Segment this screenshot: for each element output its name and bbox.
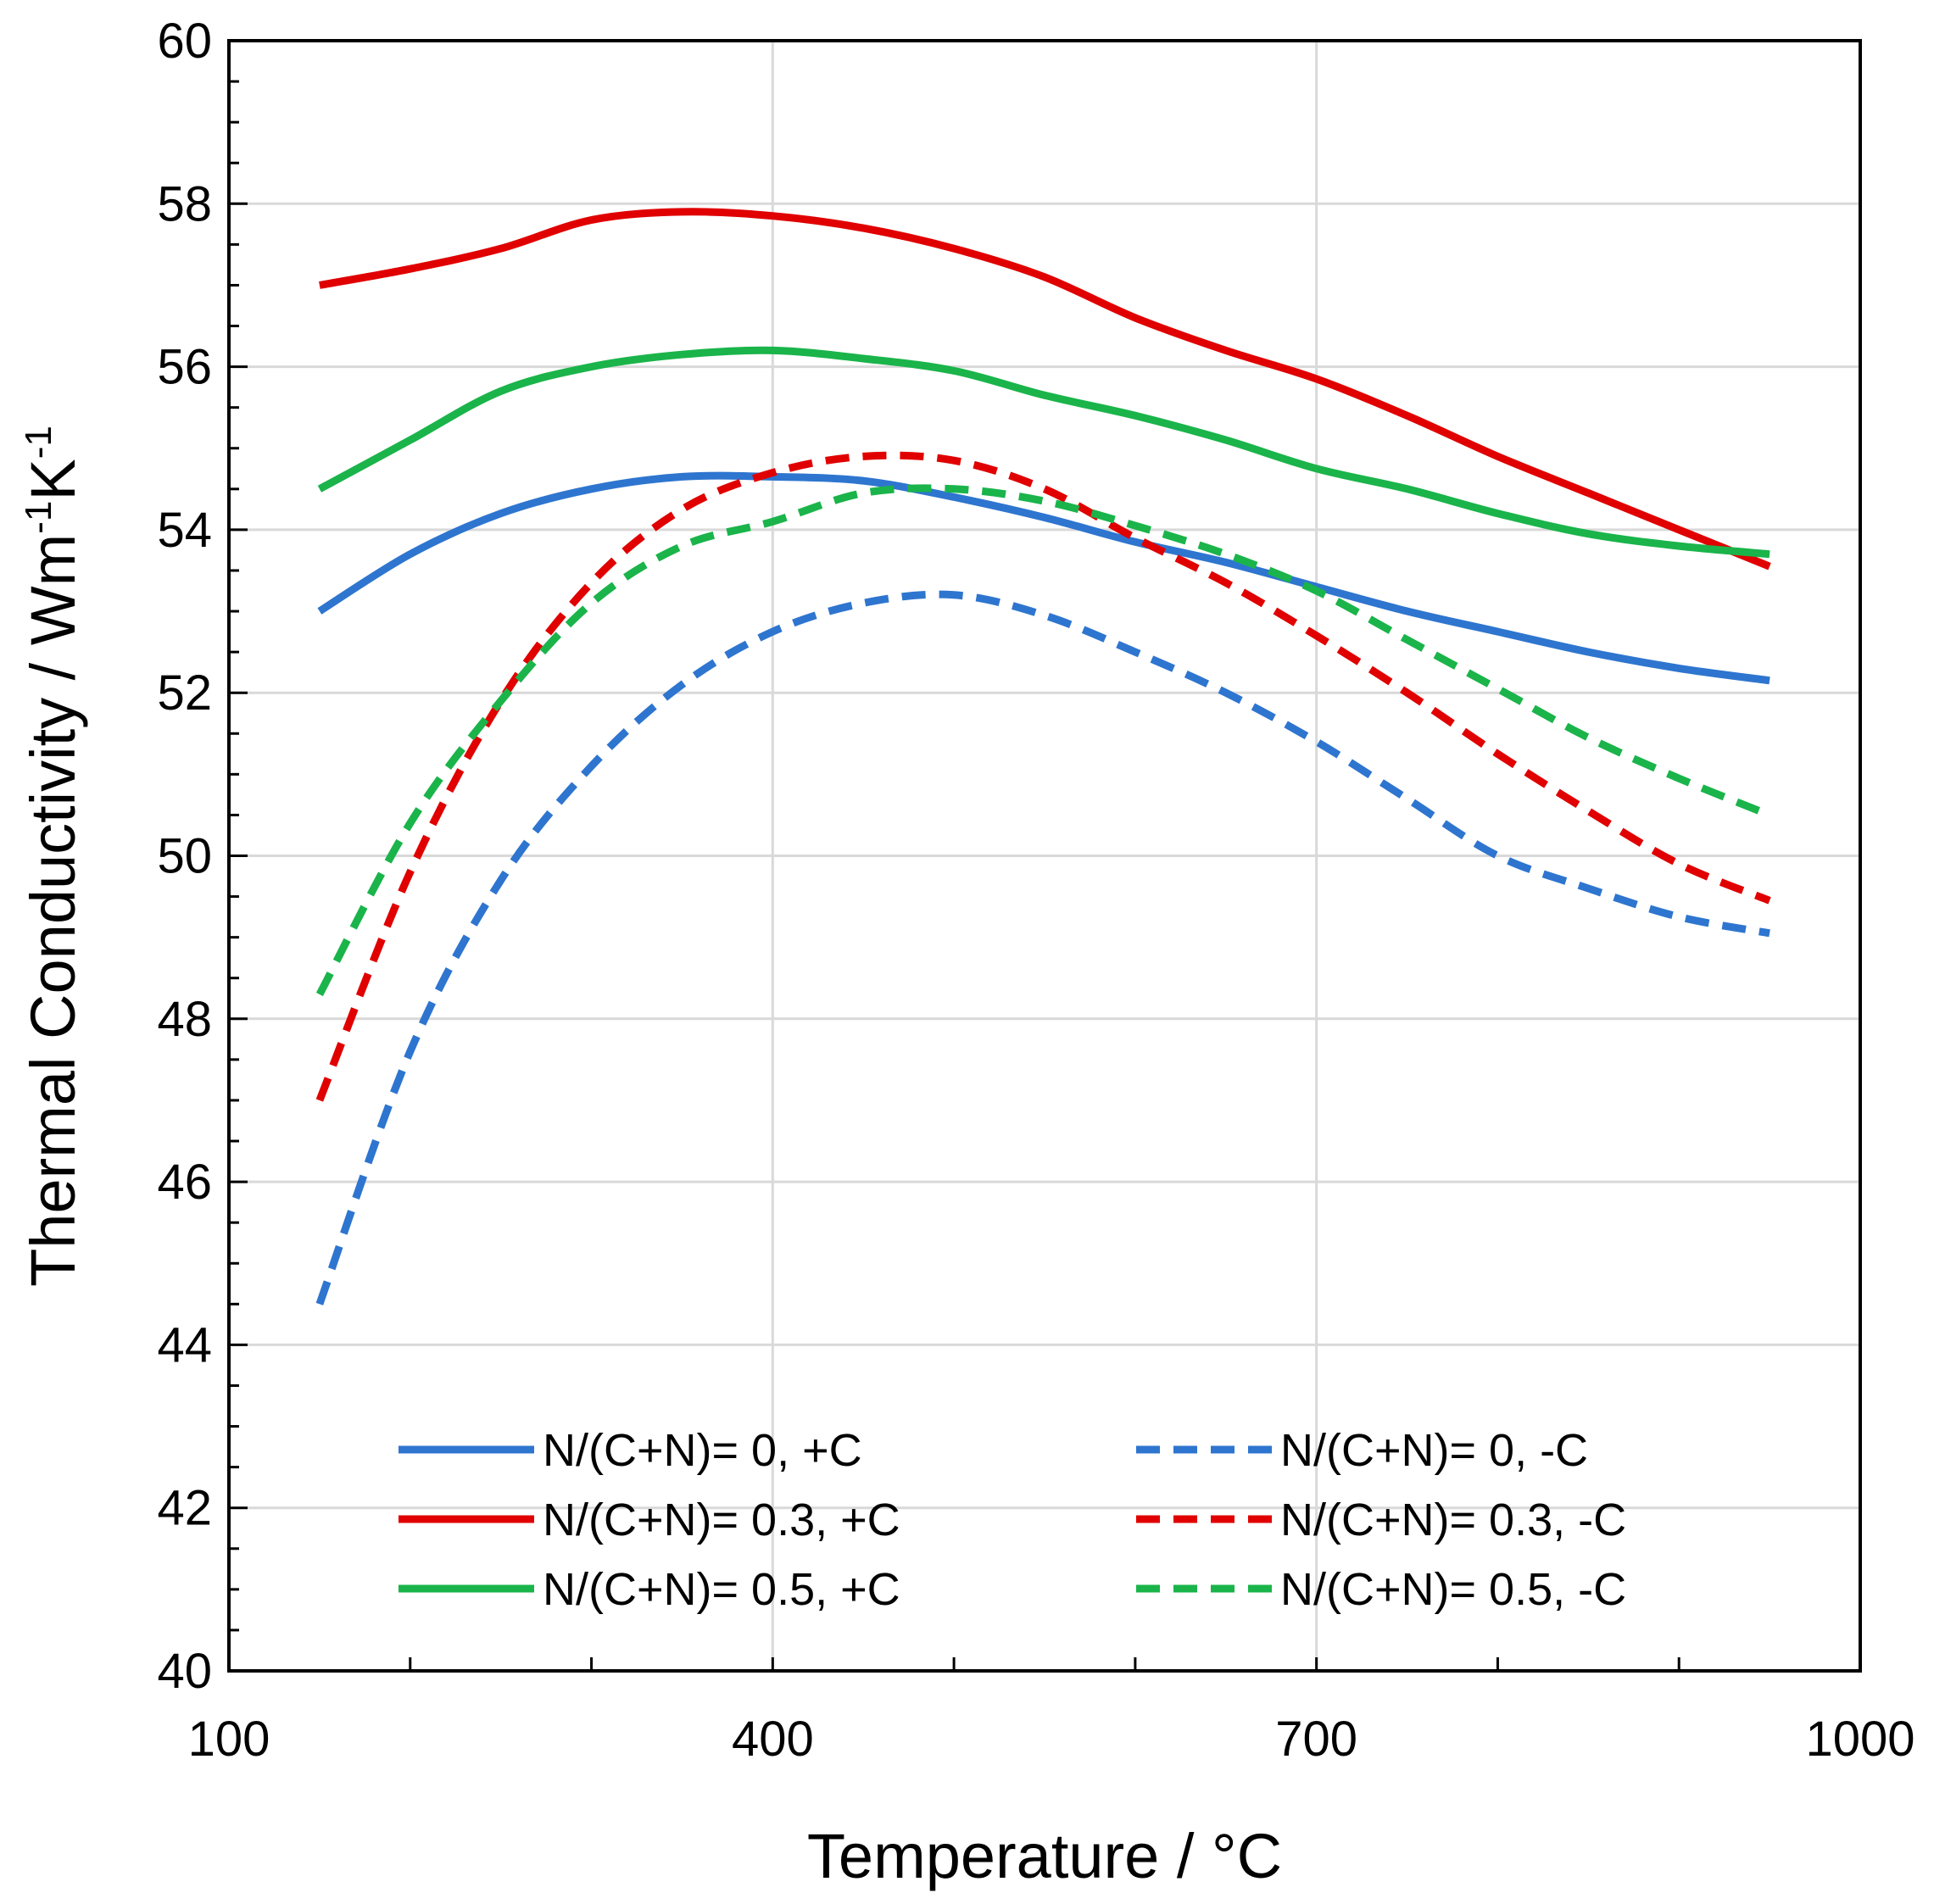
y-tick-label: 60: [157, 14, 212, 69]
y-tick-label: 48: [157, 992, 212, 1047]
tick-labels: 100 400 700 1000 40 42 44 46 48 50 52 54 56 58 60: [157, 14, 1914, 1767]
y-tick-label: 44: [157, 1317, 212, 1372]
y-tick-label: 40: [157, 1644, 212, 1699]
series-line-6: [315, 484, 1771, 997]
legend-label-2: N/(C+N)= 0.3, +C: [543, 1495, 900, 1545]
y-axis-title-sup1: -1: [18, 501, 59, 534]
legend-label-5: N/(C+N)= 0.3, -C: [1280, 1495, 1626, 1545]
x-tick-label: 1000: [1805, 1712, 1914, 1767]
x-tick-label: 700: [1275, 1712, 1357, 1767]
legend-label-6: N/(C+N)= 0.5, -C: [1280, 1564, 1626, 1615]
series-line-2: [319, 208, 1771, 571]
x-tick-label: 100: [188, 1712, 270, 1767]
y-tick-label: 46: [157, 1155, 212, 1210]
series-layer: [315, 208, 1771, 1306]
legend-label-1: N/(C+N)= 0, +C: [543, 1425, 862, 1476]
series-line-1: [317, 471, 1770, 685]
y-tick-label: 58: [157, 176, 212, 231]
y-axis-title: Thermal Conductivity / Wm-1K-1: [18, 426, 88, 1287]
y-tick-label: 56: [157, 340, 212, 395]
y-axis-title-base: Thermal Conductivity / Wm: [18, 534, 88, 1287]
y-tick-label: 54: [157, 503, 212, 558]
x-tick-label: 400: [732, 1712, 814, 1767]
grid-lines: [229, 41, 1860, 1671]
y-tick-label: 52: [157, 665, 212, 721]
x-axis-title: Temperature / °C: [807, 1821, 1282, 1891]
y-tick-label: 50: [157, 829, 212, 884]
y-axis-title-sup2: -1: [18, 426, 59, 459]
legend: N/(C+N)= 0, +C N/(C+N)= 0.3, +C N/(C+N)= 0…: [399, 1425, 1626, 1615]
tick-marks: [229, 80, 1680, 1671]
series-line-4: [315, 590, 1770, 1306]
legend-label-4: N/(C+N)= 0, -C: [1280, 1425, 1588, 1476]
legend-label-3: N/(C+N)= 0.5, +C: [543, 1564, 900, 1615]
series-line-3: [317, 346, 1770, 559]
y-tick-label: 42: [157, 1481, 212, 1536]
y-axis-title-mid: K: [18, 459, 88, 500]
series-line-5: [315, 451, 1771, 1102]
